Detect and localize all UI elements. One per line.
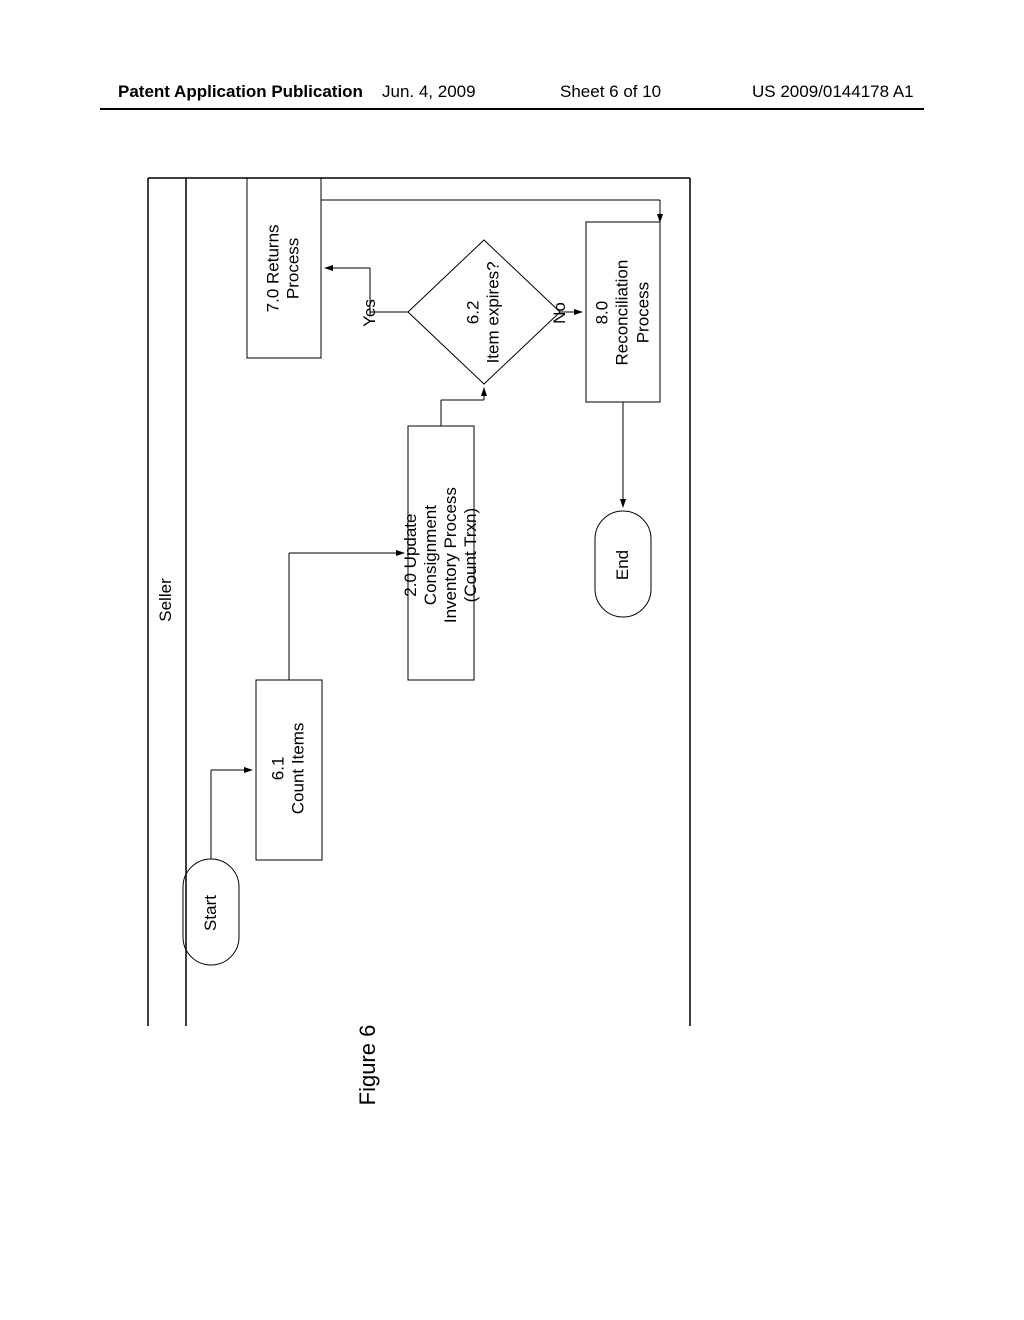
swimlane-label: Seller bbox=[156, 560, 176, 640]
node-8-0-label: 8.0 Reconciliation Process bbox=[592, 223, 653, 403]
node-7-0-label: 7.0 Returns Process bbox=[264, 178, 305, 358]
node-6-1-line2: Count Items bbox=[289, 678, 309, 858]
flowchart-svg bbox=[0, 0, 1024, 1320]
node-7-0-line1: 7.0 Returns bbox=[264, 178, 284, 358]
node-6-1-line1: 6.1 bbox=[269, 678, 289, 858]
node-6-2-line2: Item expires? bbox=[484, 240, 504, 384]
node-8-0-line3: Process bbox=[633, 223, 653, 403]
flowchart-diagram: Seller Start 6.1 Count Items 2.0 Update … bbox=[0, 0, 1024, 1320]
node-end-label: End bbox=[613, 535, 633, 595]
node-2-0-label: 2.0 Update Consignment Inventory Process… bbox=[401, 428, 481, 682]
node-start-label: Start bbox=[201, 883, 221, 943]
node-6-2-line1: 6.2 bbox=[464, 240, 484, 384]
node-2-0-line1: 2.0 Update bbox=[401, 428, 421, 682]
figure-label: Figure 6 bbox=[355, 1015, 381, 1115]
page-root: Patent Application Publication Jun. 4, 2… bbox=[0, 0, 1024, 1320]
node-8-0-line2: Reconciliation bbox=[613, 223, 633, 403]
edge-yes-label: Yes bbox=[360, 293, 380, 333]
node-7-0-line2: Process bbox=[284, 178, 304, 358]
node-6-2-label: 6.2 Item expires? bbox=[464, 240, 505, 384]
node-6-1-label: 6.1 Count Items bbox=[269, 678, 310, 858]
edge-no-label: No bbox=[550, 296, 570, 330]
node-2-0-line4: (Count Trxn) bbox=[461, 428, 481, 682]
node-8-0-line1: 8.0 bbox=[592, 223, 612, 403]
node-2-0-line2: Consignment bbox=[421, 428, 441, 682]
node-2-0-line3: Inventory Process bbox=[441, 428, 461, 682]
